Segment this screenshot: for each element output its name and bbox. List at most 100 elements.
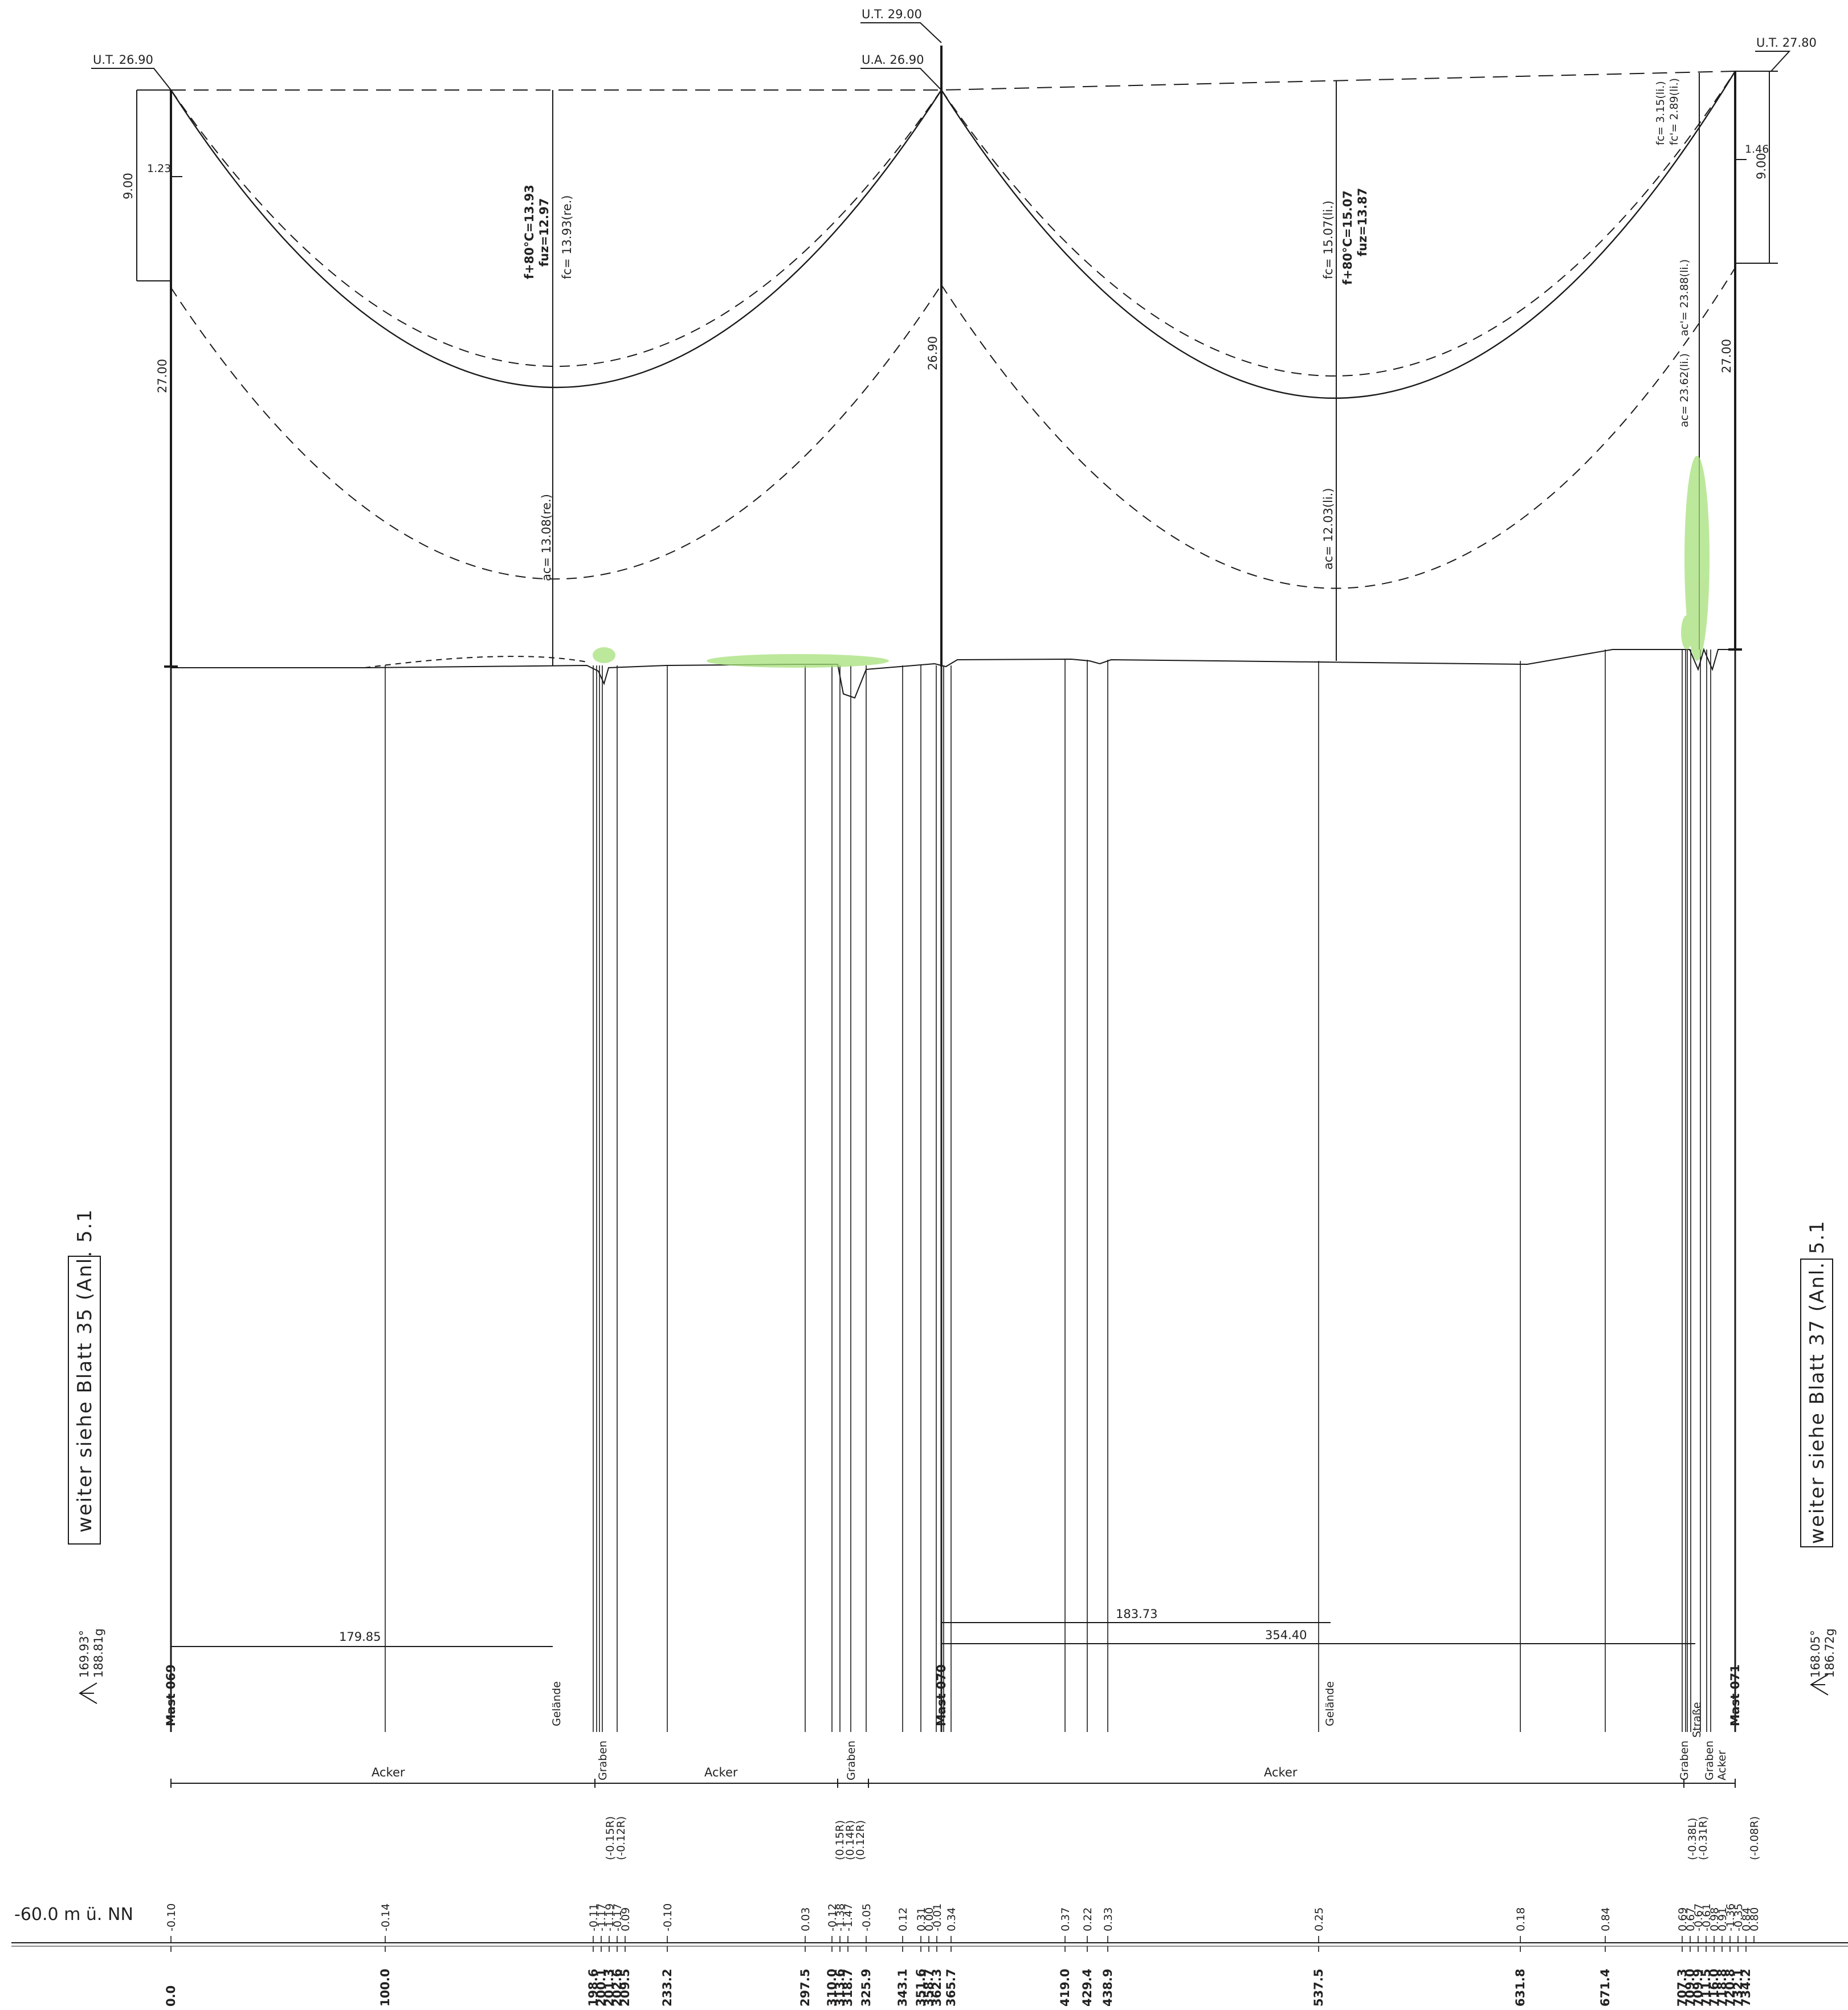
station-s21: 537.5 (1312, 1969, 1325, 2007)
vegetation-marks (593, 456, 1710, 668)
elevation-e4: -1.19 (603, 1903, 616, 1931)
elevation-e22: 0.18 (1515, 1907, 1527, 1931)
station-s22: 631.8 (1514, 1969, 1527, 2007)
offset-1: (-0.15R) (604, 1816, 617, 1860)
elevation-e13: 0.12 (897, 1907, 909, 1931)
sag1-fc: fc= 13.93(re.) (560, 195, 574, 279)
sag2-fuz: fuz=13.87 (1356, 188, 1369, 256)
angle-icon-left (79, 1682, 97, 1704)
station-s17: 365.7 (944, 1969, 958, 2007)
station-s30: 720.8 (1723, 1969, 1737, 2007)
sag2-f80: f+80°C=15.07 (1341, 190, 1355, 285)
datum-label: -60.0 m ü. NN (14, 1905, 133, 1925)
dim-left-27: 27.00 (156, 359, 169, 393)
feature-strasse: Straße (1691, 1702, 1703, 1738)
elevation-e0: -0.10 (165, 1903, 178, 1931)
dist-17985: 179.85 (339, 1630, 381, 1644)
station-s7: 233.2 (660, 1969, 674, 2007)
station-s20: 438.9 (1101, 1969, 1115, 2007)
elevation-e1: -0.14 (380, 1903, 392, 1931)
elevation-e32: 0.84 (1740, 1907, 1753, 1931)
station-s27: 711.5 (1699, 1969, 1713, 2007)
station-s5: 202.6 (610, 1969, 624, 2007)
elevation-e28: 0.98 (1708, 1907, 1721, 1931)
station-s1: 100.0 (378, 1969, 392, 2007)
station-s19: 429.4 (1080, 1969, 1094, 2007)
offset-6: (-0.38L) (1686, 1817, 1699, 1860)
elevation-e5: -0.17 (611, 1903, 624, 1931)
station-s16: 362.3 (930, 1969, 944, 2007)
dist-18373: 183.73 (1116, 1607, 1157, 1621)
dim-mid-2690: 26.90 (926, 336, 940, 370)
station-s4: 201.3 (602, 1969, 616, 2007)
elevation-e8: 0.03 (799, 1907, 812, 1931)
dist-35440: 354.40 (1265, 1628, 1307, 1642)
feature-acker: Acker (1716, 1750, 1728, 1780)
elevation-e23: 0.84 (1600, 1907, 1612, 1931)
elevation-e10: -1.38 (834, 1903, 847, 1931)
curve-dashed-2b (941, 267, 1736, 589)
land-acker-3: Acker (1264, 1766, 1298, 1779)
station-s9: 310.0 (825, 1969, 839, 2007)
mast-070-label: Mast 070 (935, 1664, 948, 1726)
continuation-left: weiter siehe Blatt 35 (Anl. 5.1 (74, 1208, 96, 1533)
elevation-e14: 0.31 (915, 1907, 928, 1931)
dim-right-146: 1.46 (1745, 143, 1769, 156)
elevation-e30: -1.36 (1724, 1903, 1737, 1931)
elevation-e26: -0.67 (1692, 1903, 1705, 1931)
station-s6: 209.5 (618, 1969, 632, 2007)
station-s8: 297.5 (798, 1969, 812, 2007)
elevation-e15: 0.00 (923, 1907, 936, 1931)
station-s13: 343.1 (896, 1969, 909, 2007)
station-s28: 716.0 (1707, 1969, 1721, 2007)
conductor-span-1 (170, 89, 943, 389)
elevation-e12: -0.05 (860, 1903, 873, 1931)
dim-left-123: 1.23 (147, 162, 171, 175)
level-ut-mid: U.T. 29.00 (862, 7, 922, 21)
station-s26: 709.9 (1691, 1969, 1705, 2007)
dim-left-9: 9.00 (121, 173, 135, 199)
right-continuation-box (1800, 1259, 1833, 1547)
feature-gelaende-2: Gelände (1324, 1681, 1336, 1726)
station-lines (170, 649, 1736, 1732)
angle-left-gon: 188.81g (92, 1628, 105, 1678)
station-s32: 734.2 (1739, 1969, 1753, 2007)
sag-right-ac2: ac'= 23.88(li.) (1678, 259, 1691, 336)
curve-dashed-2a (941, 71, 1736, 377)
elevation-e7: -0.10 (662, 1903, 674, 1931)
elevation-e20: 0.33 (1102, 1907, 1115, 1931)
station-s29: 718.8 (1715, 1969, 1729, 2007)
elevation-e9: -0.12 (826, 1903, 839, 1931)
station-s24: 707.3 (1675, 1969, 1689, 2007)
elevation-e24: 0.69 (1676, 1907, 1689, 1931)
feature-graben-1: Graben (597, 1741, 609, 1780)
sag-right-ac1: ac= 23.62(li.) (1678, 353, 1691, 427)
structure-lines (11, 22, 1848, 1947)
level-ut-left: U.T. 26.90 (93, 53, 153, 67)
sag1-f80: f+80°C=13.93 (523, 185, 536, 279)
offset-2: (-0.12R) (615, 1816, 627, 1860)
level-ua-mid: U.A. 26.90 (862, 53, 924, 67)
conductor-span-2 (940, 71, 1736, 399)
elevation-e21: 0.25 (1313, 1907, 1325, 1931)
angle-right-deg: 168.05° (1809, 1630, 1822, 1678)
sag1-fuz: fuz=12.97 (537, 198, 551, 267)
station-s25: 709.0 (1683, 1969, 1697, 2007)
station-s23: 671.4 (1598, 1969, 1612, 2007)
station-s14: 351.6 (914, 1969, 928, 2007)
sag2-ac: ac= 12.03(li.) (1321, 488, 1335, 570)
offset-8: (-0.08R) (1748, 1816, 1761, 1860)
elevation-e16: -0.01 (931, 1903, 944, 1931)
feature-graben-2: Graben (845, 1741, 858, 1780)
curve-dashed-1b (170, 284, 942, 580)
elevation-e11: -1.47 (842, 1903, 855, 1931)
labels: U.T. 26.90 U.T. 29.00 U.A. 26.90 U.T. 27… (14, 7, 1837, 1925)
angle-left-deg: 169.93° (77, 1630, 91, 1678)
station-s2: 198.6 (586, 1969, 600, 2007)
elevation-e19: 0.22 (1082, 1907, 1094, 1931)
sag2-fc: fc= 15.07(li.) (1321, 201, 1335, 279)
curve-dashed-1a (170, 89, 942, 367)
station-s12: 325.9 (859, 1969, 873, 2007)
